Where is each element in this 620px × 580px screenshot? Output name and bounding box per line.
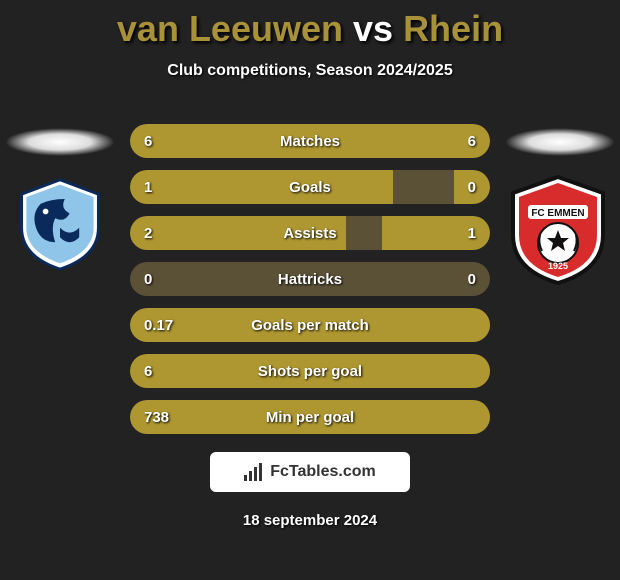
stat-value-right: 0 [468, 262, 476, 296]
spotlight-left [5, 128, 115, 156]
stat-row: 0Hattricks0 [130, 262, 490, 296]
svg-text:FC EMMEN: FC EMMEN [531, 208, 584, 219]
stat-row: 738Min per goal [130, 400, 490, 434]
title-player1: van Leeuwen [117, 8, 343, 49]
stat-label: Min per goal [130, 400, 490, 434]
stat-label: Hattricks [130, 262, 490, 296]
stat-value-right: 6 [468, 124, 476, 158]
date-text: 18 september 2024 [0, 512, 620, 529]
stat-row: 6Matches6 [130, 124, 490, 158]
stat-row: 2Assists1 [130, 216, 490, 250]
title-player2: Rhein [403, 8, 503, 49]
stat-label: Matches [130, 124, 490, 158]
spotlight-right [505, 128, 615, 156]
attribution-text: FcTables.com [270, 463, 376, 481]
stat-row: 0.17Goals per match [130, 308, 490, 342]
subtitle: Club competitions, Season 2024/2025 [0, 62, 620, 80]
stats-container: 6Matches61Goals02Assists10Hattricks00.17… [130, 124, 490, 434]
fc-emmen-crest: FC EMMEN 1925 [508, 175, 608, 290]
stat-value-right: 0 [468, 170, 476, 204]
chart-icon [244, 463, 264, 481]
title-vs: vs [353, 8, 393, 49]
svg-text:1925: 1925 [548, 261, 568, 271]
attribution-badge: FcTables.com [210, 452, 410, 492]
stat-label: Goals [130, 170, 490, 204]
stat-label: Shots per goal [130, 354, 490, 388]
stat-value-right: 1 [468, 216, 476, 250]
stat-row: 1Goals0 [130, 170, 490, 204]
stat-row: 6Shots per goal [130, 354, 490, 388]
page-title: van Leeuwen vs Rhein [0, 0, 620, 50]
stat-label: Assists [130, 216, 490, 250]
fc-den-bosch-crest [12, 175, 108, 276]
stat-label: Goals per match [130, 308, 490, 342]
